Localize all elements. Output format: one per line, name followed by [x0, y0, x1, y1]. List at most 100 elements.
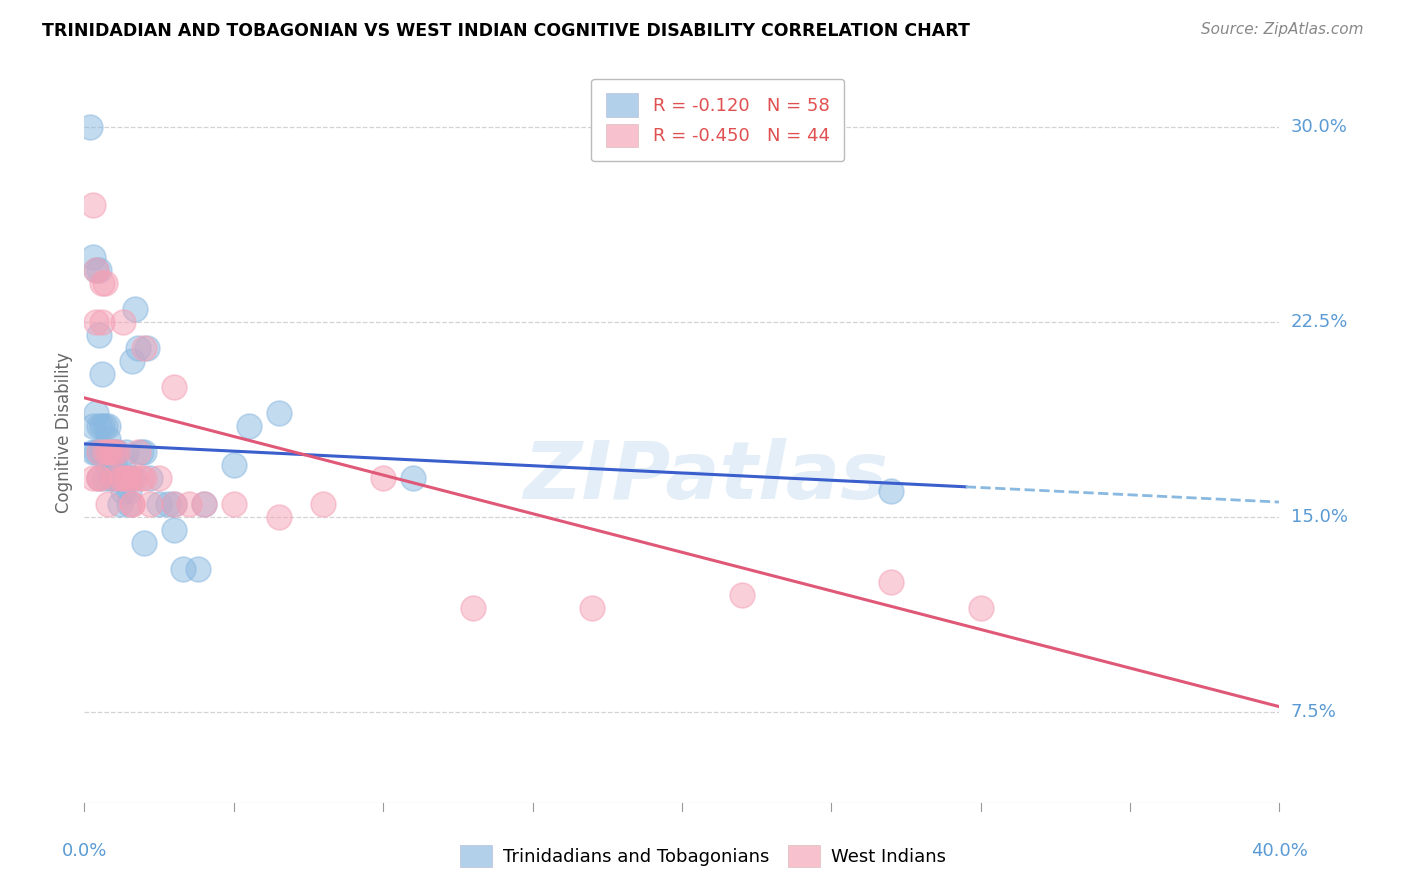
Point [312, 497, 335, 511]
Point [94, 445, 117, 459]
Point [97, 419, 120, 434]
Point [89, 419, 111, 434]
Point [89, 445, 111, 459]
Point [94, 419, 117, 434]
Text: TRINIDADIAN AND TOBAGONIAN VS WEST INDIAN COGNITIVE DISABILITY CORRELATION CHART: TRINIDADIAN AND TOBAGONIAN VS WEST INDIA… [42, 22, 970, 40]
Point [86, 445, 108, 459]
Point [157, 497, 180, 511]
Point [163, 497, 186, 511]
Point [118, 471, 141, 485]
Point [132, 536, 156, 550]
Point [112, 484, 135, 499]
Point [163, 497, 186, 511]
Point [105, 445, 128, 459]
Point [103, 445, 125, 459]
Point [880, 574, 903, 589]
Point [82, 250, 104, 264]
Legend: Trinidadians and Tobagonians, West Indians: Trinidadians and Tobagonians, West India… [451, 836, 955, 876]
Point [103, 445, 125, 459]
Point [97, 497, 120, 511]
Point [115, 445, 138, 459]
Point [129, 471, 152, 485]
Text: 0.0%: 0.0% [62, 842, 107, 860]
Point [118, 484, 141, 499]
Point [163, 380, 186, 394]
Text: 30.0%: 30.0% [1291, 119, 1347, 136]
Point [91, 445, 114, 459]
Point [267, 406, 290, 420]
Point [581, 601, 603, 615]
Point [193, 497, 215, 511]
Point [148, 471, 170, 485]
Point [94, 471, 117, 485]
Point [89, 471, 111, 485]
Point [97, 432, 120, 446]
Point [238, 419, 260, 434]
Legend: R = -0.120   N = 58, R = -0.450   N = 44: R = -0.120 N = 58, R = -0.450 N = 44 [592, 78, 844, 161]
Point [132, 445, 156, 459]
Point [105, 471, 128, 485]
Point [124, 302, 146, 317]
Point [103, 471, 125, 485]
Point [121, 497, 143, 511]
Point [82, 445, 104, 459]
Point [82, 471, 104, 485]
Point [115, 471, 138, 485]
Point [91, 419, 114, 434]
Point [222, 497, 245, 511]
Text: ZIPatlas: ZIPatlas [523, 438, 889, 516]
Point [121, 497, 143, 511]
Point [139, 497, 162, 511]
Point [79, 120, 101, 135]
Point [89, 263, 111, 277]
Point [118, 497, 141, 511]
Point [177, 497, 200, 511]
Point [89, 328, 111, 343]
Text: 15.0%: 15.0% [1291, 508, 1347, 526]
Point [91, 277, 114, 291]
Point [731, 588, 754, 602]
Point [94, 277, 117, 291]
Point [132, 471, 156, 485]
Point [148, 497, 170, 511]
Point [100, 445, 122, 459]
Point [97, 458, 120, 472]
Point [461, 601, 484, 615]
Point [86, 406, 108, 420]
Point [91, 367, 114, 381]
Point [129, 445, 152, 459]
Point [222, 458, 245, 472]
Point [89, 445, 111, 459]
Point [172, 562, 194, 576]
Point [121, 354, 143, 368]
Point [402, 471, 425, 485]
Point [880, 484, 903, 499]
Point [970, 601, 993, 615]
Point [267, 510, 290, 524]
Point [89, 471, 111, 485]
Point [118, 471, 141, 485]
Point [373, 471, 395, 485]
Text: Source: ZipAtlas.com: Source: ZipAtlas.com [1201, 22, 1364, 37]
Point [112, 315, 135, 329]
Point [97, 445, 120, 459]
Point [112, 458, 135, 472]
Point [100, 445, 122, 459]
Point [110, 471, 132, 485]
Text: 7.5%: 7.5% [1291, 703, 1337, 721]
Point [110, 471, 132, 485]
Point [139, 471, 162, 485]
Point [86, 263, 108, 277]
Point [103, 471, 125, 485]
Point [89, 471, 111, 485]
Point [105, 445, 128, 459]
Point [132, 341, 156, 355]
Point [110, 471, 132, 485]
Text: 40.0%: 40.0% [1251, 842, 1308, 860]
Point [110, 497, 132, 511]
Point [94, 445, 117, 459]
Point [82, 419, 104, 434]
Point [86, 315, 108, 329]
Point [112, 471, 135, 485]
Point [136, 341, 159, 355]
